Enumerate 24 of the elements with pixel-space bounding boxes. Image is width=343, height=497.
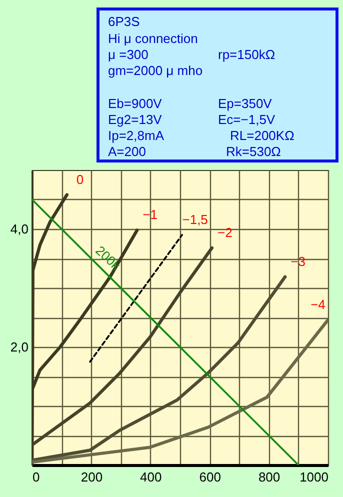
text: Rk=530Ω [226,144,282,159]
x-tick-label: 1000 [300,470,328,484]
text: rp=150kΩ [218,47,276,62]
text: gm=2000 μ mho [108,63,203,78]
text: Hi μ connection [108,31,198,46]
x-tick-label: 200 [80,470,103,484]
x-tick-label: 0 [32,470,40,484]
series-label: 0 [76,172,84,187]
text: Ec=−1,5V [218,112,276,127]
text: μ =300 [108,47,148,62]
text: RL=200KΩ [230,128,295,143]
x-tick-label: 400 [140,470,162,484]
text: Eb=900V [108,96,162,111]
x-tick-label: 600 [199,470,221,484]
chart-title: 6P3S [108,14,140,29]
y-tick-label: 2,0 [10,340,28,354]
text: Ip=2,8mA [108,128,164,143]
x-tick-label: 800 [258,470,280,484]
text: A=200 [108,144,146,159]
y-tick-label: 4,0 [10,222,28,236]
series-label: −1,5 [182,212,208,227]
text: Eg2=13V [108,112,162,127]
text: Ep=350V [218,96,272,111]
series-label: −4 [310,296,326,312]
